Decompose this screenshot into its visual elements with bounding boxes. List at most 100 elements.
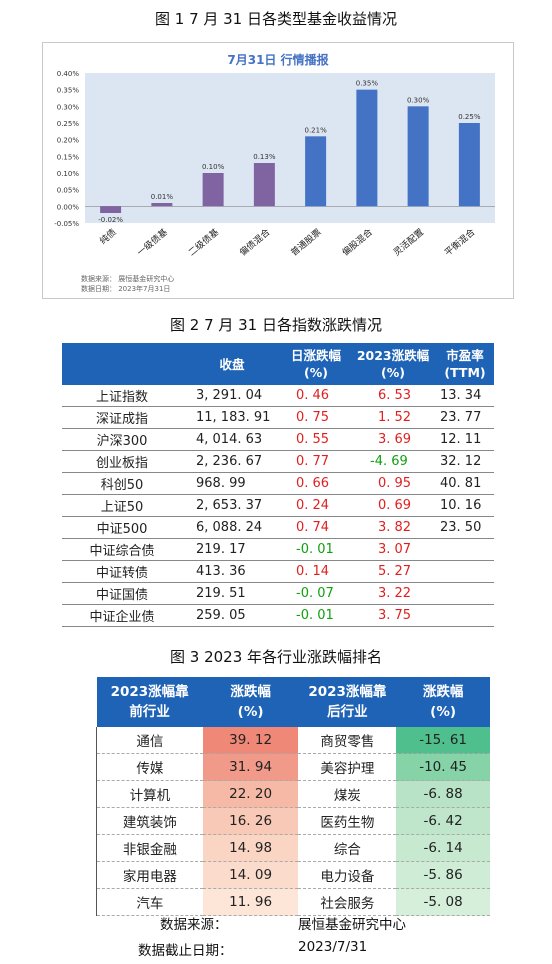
index-pe [436, 560, 494, 583]
industry-table: 2023涨幅靠 前行业 涨跌幅 (%) 2023涨幅靠 后行业 涨跌幅 (%) 通信 39… [95, 677, 490, 916]
bottom-industry-change: -15. 61 [396, 727, 490, 754]
index-table: 收盘 日涨跌幅 (%) 2023涨跌幅 (%) 市盈率 (TTM) 上证指数 3, 29… [62, 343, 494, 627]
header-close: 收盘 [182, 343, 282, 385]
index-day-change: 0. 75 [282, 406, 350, 429]
index-pe: 40. 81 [436, 472, 494, 495]
index-pe: 23. 77 [436, 406, 494, 429]
index-pe: 23. 50 [436, 516, 494, 539]
header-top-industry: 2023涨幅靠 前行业 [96, 677, 203, 727]
index-close: 219. 51 [182, 582, 282, 605]
top-industry-change: 22. 20 [202, 780, 299, 808]
top-industry-name: 家用电器 [95, 861, 203, 889]
bar-chart-svg: 0.40% 0.35% 0.30% 0.25% 0.20% 0.15% 0.10% 0.05%… [54, 70, 495, 258]
bottom-industry-name: 电力设备 [298, 861, 397, 889]
bottom-industry-change: -6. 88 [396, 780, 490, 808]
data-label: 0.10% [202, 163, 225, 171]
data-label: 0.21% [305, 126, 328, 134]
index-row: 深证成指 11, 183. 91 0. 75 1. 52 23. 77 [62, 406, 494, 429]
index-ytd-change: 0. 95 [350, 472, 436, 495]
chart-title: 7月31日 行情播报 [227, 53, 329, 67]
bottom-industry-name: 综合 [298, 834, 397, 862]
index-ytd-change: 3. 22 [350, 582, 436, 605]
figure1-caption: 图 1 7 月 31 日各类型基金收益情况 [154, 10, 397, 28]
index-row: 中证综合债 219. 17 -0. 01 3. 07 [62, 538, 494, 561]
index-day-change: 0. 24 [282, 494, 350, 517]
y-tick-label: 0.40% [57, 70, 80, 78]
category-label: 纯债 [97, 226, 119, 247]
index-day-change: 0. 46 [282, 385, 350, 407]
industry-row: 非银金融 14. 98 综合 -6. 14 [95, 834, 490, 862]
top-industry-name: 非银金融 [95, 834, 203, 862]
index-ytd-change: 0. 69 [350, 494, 436, 517]
bottom-industry-name: 美容护理 [298, 753, 397, 781]
index-ytd-change: 3. 82 [350, 516, 436, 539]
index-name: 科创50 [62, 472, 182, 495]
bar [202, 173, 224, 207]
header-name [62, 343, 182, 385]
bar [356, 89, 378, 207]
index-close: 3, 291. 04 [182, 385, 282, 407]
y-tick-label: 0.00% [57, 203, 80, 211]
index-day-change: 0. 55 [282, 428, 350, 451]
header-ytd-change: 2023涨跌幅 (%) [350, 343, 436, 385]
index-ytd-change: 3. 69 [350, 428, 436, 451]
bottom-industry-name: 医药生物 [298, 807, 397, 835]
y-tick-label: 0.15% [57, 153, 80, 161]
index-day-change: -0. 07 [282, 582, 350, 605]
top-industry-change: 14. 09 [202, 861, 299, 889]
top-industry-name: 建筑装饰 [95, 807, 203, 835]
index-row: 中证转债 413. 36 0. 14 5. 27 [62, 560, 494, 583]
header-bottom-change: 涨跌幅 (%) [396, 677, 490, 727]
header-pe: 市盈率 (TTM) [436, 343, 494, 385]
industry-row: 汽车 11. 96 社会服务 -5. 08 [95, 888, 490, 916]
top-industry-change: 14. 98 [202, 834, 299, 862]
bottom-industry-change: -5. 08 [396, 888, 490, 916]
index-row: 中证500 6, 088. 24 0. 74 3. 82 23. 50 [62, 516, 494, 539]
bar [305, 136, 327, 207]
index-row: 上证指数 3, 291. 04 0. 46 6. 53 13. 34 [62, 385, 494, 407]
bottom-industry-change: -6. 14 [396, 834, 490, 862]
index-ytd-change: 3. 75 [350, 604, 436, 627]
bottom-industry-name: 商贸零售 [298, 727, 397, 754]
header-bottom-change-text: 涨跌幅 (%) [422, 684, 464, 720]
industry-row: 传媒 31. 94 美容护理 -10. 45 [95, 753, 490, 781]
top-industry-name: 计算机 [95, 780, 203, 808]
category-label: 二级债基 [186, 226, 221, 258]
index-name: 深证成指 [62, 406, 182, 429]
plot-area [85, 73, 495, 223]
y-tick-label: 0.25% [57, 120, 80, 128]
top-industry-change: 31. 94 [202, 753, 299, 781]
y-tick-label: 0.30% [57, 103, 80, 111]
data-label: 0.13% [253, 153, 276, 161]
y-tick-label: 0.20% [57, 137, 80, 145]
top-industry-name: 传媒 [95, 753, 203, 781]
index-row: 沪深300 4, 014. 63 0. 55 3. 69 12. 11 [62, 428, 494, 451]
index-close: 2, 653. 37 [182, 494, 282, 517]
bottom-industry-change: -10. 45 [396, 753, 490, 781]
index-row: 中证国债 219. 51 -0. 07 3. 22 [62, 582, 494, 605]
index-close: 2, 236. 67 [182, 450, 282, 473]
bar [458, 123, 480, 207]
index-name: 中证转债 [62, 560, 182, 583]
index-pe: 13. 34 [436, 385, 494, 407]
index-table-header: 收盘 日涨跌幅 (%) 2023涨跌幅 (%) 市盈率 (TTM) [62, 343, 494, 385]
y-tick-label: 0.05% [57, 187, 80, 195]
bottom-industry-change: -6. 42 [396, 807, 490, 835]
index-name: 中证国债 [62, 582, 182, 605]
bar [407, 106, 429, 207]
index-close: 259. 05 [182, 604, 282, 627]
index-name: 中证500 [62, 516, 182, 539]
data-label: 0.35% [356, 80, 379, 88]
index-day-change: 0. 74 [282, 516, 350, 539]
index-name: 上证指数 [62, 385, 182, 407]
header-day-change-text: 日涨跌幅 (%) [290, 348, 341, 380]
bar [100, 206, 122, 213]
index-day-change: -0. 01 [282, 538, 350, 561]
top-industry-name: 汽车 [95, 888, 203, 916]
index-name: 创业板指 [62, 450, 182, 473]
category-label: 灵活配置 [391, 226, 426, 258]
industry-row: 通信 39. 12 商贸零售 -15. 61 [95, 727, 490, 754]
index-row: 科创50 968. 99 0. 66 0. 95 40. 81 [62, 472, 494, 495]
industry-row: 家用电器 14. 09 电力设备 -5. 86 [95, 861, 490, 889]
date-value: 2023/7/31 [298, 939, 368, 955]
